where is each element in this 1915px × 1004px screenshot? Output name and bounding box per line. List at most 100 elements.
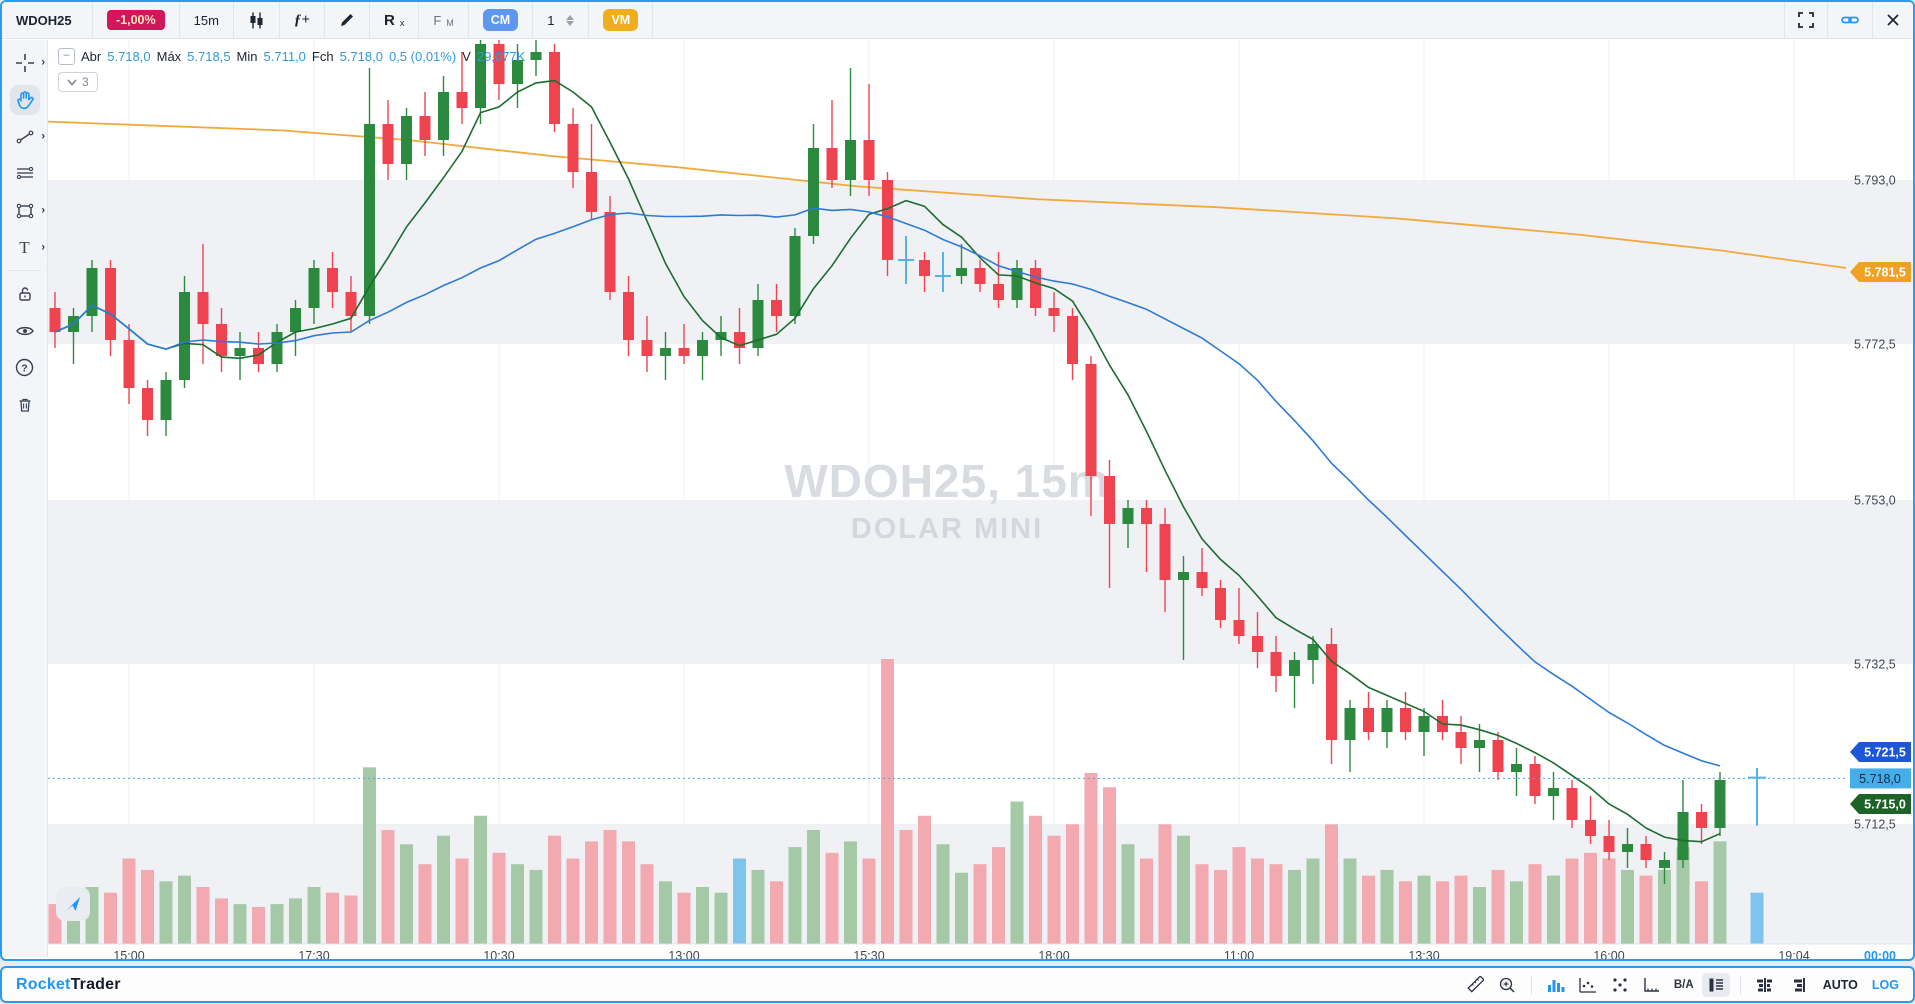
volume-bar — [899, 830, 913, 944]
symbol-button[interactable]: WDOH25 — [2, 2, 93, 38]
scroll-to-realtime-button[interactable] — [56, 887, 90, 921]
bar-countdown: 00:00 — [1864, 949, 1896, 961]
price-tick-label: 5.732,5 — [1854, 658, 1896, 672]
interval-button[interactable]: 15m — [180, 2, 234, 38]
time-tick-label: 16:00 — [1593, 949, 1624, 961]
volume-bar — [1417, 875, 1431, 944]
auto-scale-button[interactable]: AUTO — [1823, 978, 1858, 992]
volume-bar — [1695, 881, 1708, 944]
candle — [1511, 764, 1522, 772]
candle — [604, 212, 616, 292]
chevron-right-icon[interactable]: › — [41, 129, 45, 142]
close-value: 5.718,0 — [339, 49, 383, 64]
percent-chart-button[interactable] — [1574, 973, 1602, 997]
low-label: Min — [236, 49, 258, 64]
volume-bar — [622, 841, 635, 944]
watermark-symbol: WDOH25, 15m — [784, 455, 1109, 507]
volume-bar — [1473, 887, 1486, 944]
price-chart[interactable]: WDOH25, 15m DOLAR MINI 5.793,0 5.772,5 5.753… — [48, 40, 1913, 961]
order-book-button[interactable] — [1701, 972, 1730, 997]
candle — [1159, 524, 1171, 580]
change-cell[interactable]: -1,00% — [93, 2, 180, 38]
candle — [623, 292, 634, 340]
quantity-stepper[interactable]: 1 — [533, 2, 590, 38]
candle — [993, 284, 1004, 300]
candle — [1252, 636, 1263, 652]
candle — [179, 292, 190, 380]
open-label: Abr — [81, 49, 102, 64]
volume-profile-right-icon — [1793, 977, 1805, 992]
fullscreen-button[interactable] — [1784, 2, 1827, 38]
link-button[interactable] — [1827, 2, 1872, 38]
tool-lock[interactable] — [2, 275, 47, 312]
candle — [771, 300, 782, 316]
indicator-count-button[interactable]: 3 — [58, 72, 98, 92]
close-button[interactable] — [1872, 2, 1913, 38]
candle — [271, 332, 283, 364]
price-badge — [1850, 794, 1911, 814]
volume-bar — [548, 835, 561, 944]
candle — [419, 116, 431, 140]
tool-rectangle[interactable]: › — [2, 192, 47, 229]
vm-button-cell[interactable]: VM — [589, 2, 654, 38]
cm-button-cell[interactable]: CM — [469, 2, 534, 38]
tool-parallel-lines[interactable] — [2, 155, 47, 192]
candle — [382, 124, 394, 164]
tool-crosshair[interactable]: › — [2, 44, 47, 81]
stepper-arrows-icon[interactable] — [566, 14, 575, 26]
candle — [197, 292, 209, 324]
axis-scale-button[interactable] — [1638, 973, 1666, 997]
legend: – Abr 5.718,0 Máx 5.718,5 Min 5.711,0 Fch 5.… — [58, 48, 525, 65]
candle — [1326, 644, 1337, 740]
volume-bar — [1251, 858, 1264, 944]
chart-area[interactable]: WDOH25, 15m DOLAR MINI 5.793,0 5.772,5 5.753… — [48, 40, 1913, 959]
measure-button[interactable] — [1461, 973, 1489, 997]
volume-bar — [1528, 864, 1542, 944]
chevron-right-icon[interactable]: › — [41, 203, 45, 216]
chart-style-button[interactable] — [234, 2, 280, 38]
volume-bar — [104, 892, 117, 944]
volume-bar — [788, 847, 802, 944]
indicators-button[interactable]: ƒ+ — [280, 2, 325, 38]
close-icon — [1887, 14, 1899, 26]
chevron-right-icon[interactable]: › — [41, 240, 45, 253]
change-badge: -1,00% — [107, 10, 165, 30]
tool-text[interactable]: T › — [2, 229, 47, 266]
candle — [1344, 708, 1356, 740]
draw-button[interactable] — [325, 2, 370, 38]
legend-collapse-button[interactable]: – — [58, 48, 75, 65]
volume-bar — [1362, 875, 1375, 944]
tool-delete[interactable] — [2, 386, 47, 423]
volume-bar — [326, 892, 339, 944]
volume-bar — [233, 904, 247, 944]
zoom-in-button[interactable] — [1493, 973, 1521, 997]
volume-profile-right-button[interactable] — [1783, 973, 1811, 997]
tool-help[interactable]: ? — [2, 349, 47, 386]
volume-histogram-button[interactable] — [1542, 973, 1570, 997]
chevron-right-icon[interactable]: › — [41, 55, 45, 68]
price-badge-label: 5.721,5 — [1864, 746, 1906, 760]
log-scale-button[interactable]: LOG — [1872, 978, 1899, 992]
volume-bar — [1380, 869, 1394, 944]
tool-hand[interactable] — [2, 81, 47, 118]
scatter-button[interactable] — [1606, 973, 1634, 997]
brand-logo[interactable]: RocketTrader — [16, 976, 121, 994]
candle — [308, 268, 320, 308]
volume-bar — [1325, 824, 1338, 944]
tool-visibility[interactable] — [2, 312, 47, 349]
price-axis[interactable] — [1850, 262, 1911, 814]
candle — [216, 324, 227, 356]
volume-bar — [566, 858, 580, 944]
question-icon: ? — [15, 358, 34, 377]
volume-bar — [1121, 844, 1135, 944]
time-tick-label: 11:00 — [1224, 949, 1254, 961]
volume-profile-left-button[interactable] — [1751, 973, 1779, 997]
volume-bar — [807, 830, 820, 944]
bid-ask-button[interactable]: B/A — [1670, 973, 1698, 997]
candle — [1104, 476, 1115, 524]
tool-trend-line[interactable]: › — [2, 118, 47, 155]
